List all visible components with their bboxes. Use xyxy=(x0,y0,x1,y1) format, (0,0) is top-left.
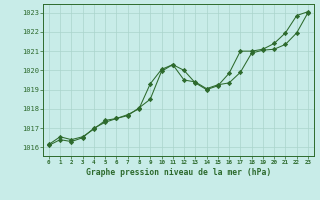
X-axis label: Graphe pression niveau de la mer (hPa): Graphe pression niveau de la mer (hPa) xyxy=(86,168,271,177)
